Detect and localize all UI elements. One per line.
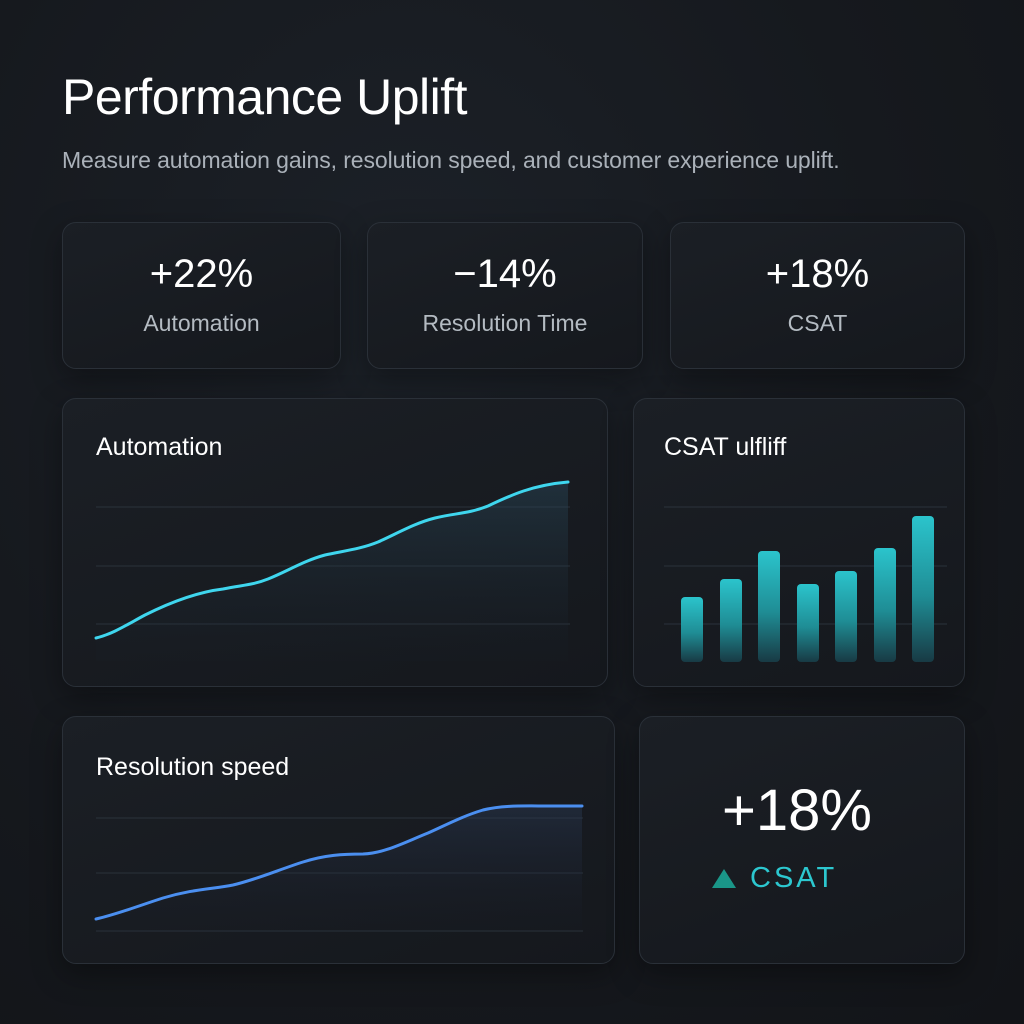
page-title: Performance Uplift bbox=[62, 69, 468, 125]
kpi-value: +18% bbox=[765, 252, 870, 296]
bar-6 bbox=[874, 548, 896, 662]
bar-1 bbox=[681, 597, 703, 662]
csat-bar-chart-card: CSAT ulfliff bbox=[633, 398, 965, 687]
resolution-line-chart bbox=[94, 804, 584, 932]
kpi-value: −14% bbox=[453, 252, 557, 296]
bar-5 bbox=[835, 571, 857, 662]
kpi-value: +22% bbox=[149, 252, 254, 296]
kpi-label: Resolution Time bbox=[422, 310, 588, 336]
resolution-chart-title: Resolution speed bbox=[96, 753, 290, 781]
kpi-card-resolution-time[interactable]: −14% Resolution Time bbox=[367, 222, 643, 369]
csat-highlight-value: +18% bbox=[722, 778, 872, 843]
csat-delta: CSAT bbox=[712, 862, 837, 895]
kpi-card-csat[interactable]: +18% CSAT bbox=[670, 222, 965, 369]
bar-2 bbox=[720, 579, 742, 662]
resolution-area bbox=[96, 805, 582, 931]
csat-chart-title: CSAT ulfliff bbox=[664, 433, 787, 461]
page-subtitle: Measure automation gains, resolution spe… bbox=[62, 147, 840, 173]
resolution-speed-chart-card: Resolution speed bbox=[62, 716, 615, 964]
bar-4 bbox=[797, 584, 819, 662]
automation-line-chart bbox=[94, 480, 570, 661]
bar-7 bbox=[912, 516, 934, 662]
csat-highlight-card: +18% CSAT bbox=[639, 716, 965, 964]
resolution-line bbox=[94, 804, 584, 921]
kpi-card-automation[interactable]: +22% Automation bbox=[62, 222, 341, 369]
automation-chart-card: Automation bbox=[62, 398, 608, 687]
kpi-label: CSAT bbox=[787, 310, 848, 336]
bar-3 bbox=[758, 551, 780, 662]
csat-delta-label: CSAT bbox=[750, 862, 838, 894]
automation-area bbox=[96, 482, 568, 661]
kpi-label: Automation bbox=[143, 310, 260, 336]
triangle-up-icon bbox=[712, 869, 736, 888]
automation-chart-title: Automation bbox=[96, 433, 223, 461]
automation-line bbox=[94, 480, 570, 640]
bars bbox=[681, 516, 934, 662]
csat-bar-chart bbox=[664, 506, 947, 662]
